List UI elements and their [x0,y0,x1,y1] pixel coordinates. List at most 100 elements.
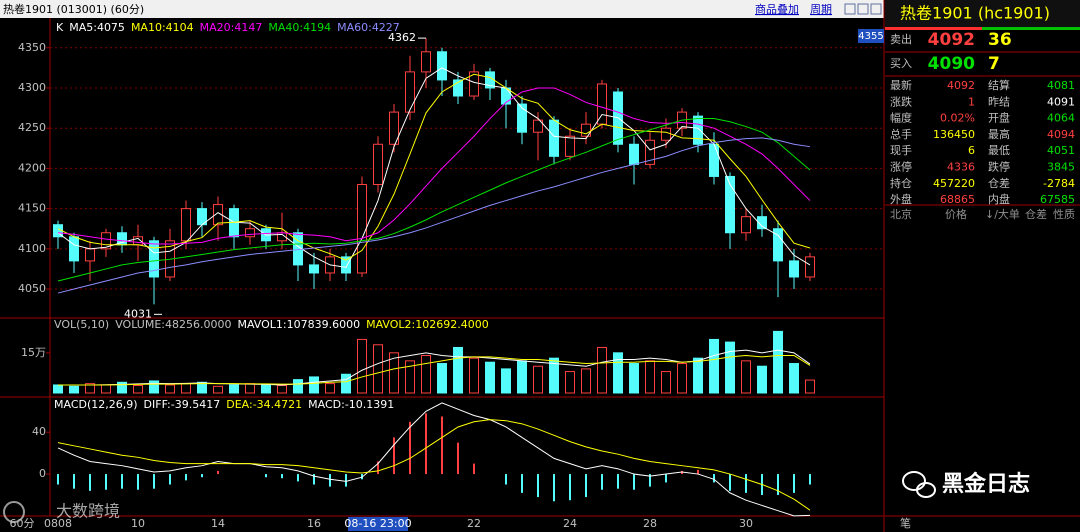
quote-price: 4092 [928,30,975,50]
y-tick-label: 4350 [18,41,46,54]
volume-bar [197,381,207,394]
legend-entry: MACD:-10.1391 [308,398,394,411]
candle-body [805,256,815,278]
wechat-icon [902,471,936,498]
volume-bar [565,371,575,394]
candle-body [661,127,671,141]
quote-label: 仓差 [988,176,1010,190]
button[interactable] [870,3,882,15]
volume-bar [117,381,127,394]
indicator-line [57,137,811,294]
volume-bar [581,368,591,394]
candle-body [533,119,543,133]
volume-bar [389,352,399,394]
legend-entry: VOLUME:48256.0000 [115,318,231,331]
candle-body [581,123,591,137]
quote-bar [982,27,1080,30]
indicator-line [57,87,811,245]
quote-value: 4336 [947,161,975,174]
volume-bar [677,363,687,394]
volume-bar [517,360,527,394]
y-tick-label: 4200 [18,161,46,174]
volume-bar [741,360,751,394]
candle-body [405,71,415,113]
candle-body [629,143,639,165]
legend-entry: MA40:4194 [268,21,331,34]
volume-bar [293,379,303,394]
volume-bar [357,338,367,394]
tick-header: 仓差 [1025,207,1047,221]
candle-body [693,115,703,145]
quote-value: 3845 [1047,161,1075,174]
candle-body [517,103,527,133]
tick-header: 性质 [1053,207,1075,221]
volume-bar [149,380,159,394]
volume-bar [469,357,479,394]
volume-bar [325,383,335,394]
y-tick-label: 40 [32,425,46,438]
y-tick-label: 15万 [21,346,46,359]
legend-entry: MA10:4104 [131,21,194,34]
watermark: 黑金日志 [942,471,1030,497]
candle-body [597,83,607,125]
quote-label: 买入 [890,57,912,70]
quote-value: 4064 [1047,112,1075,125]
x-tick-label: 28 [643,517,657,530]
x-tick-label: 0808 [44,517,72,530]
link[interactable]: 周期 [810,3,832,16]
quote-value: 4091 [1047,95,1075,108]
volume-bar [437,363,447,394]
quote-price: 4090 [928,54,975,74]
quote-value: 0.02% [940,112,975,125]
quote-label: 最高 [988,127,1010,141]
button[interactable] [857,3,869,15]
candle-body [725,175,735,234]
quote-title: 热卷1901 (hc1901) [900,4,1050,23]
quote-volume: 36 [988,30,1012,50]
candle-body [373,143,383,185]
volume-bar [101,384,111,394]
candle-body [549,119,559,157]
candle-body [389,111,399,145]
candle-body [357,183,367,274]
window-buttons [844,3,882,15]
quote-value: 6 [968,144,975,157]
window-title: 热卷1901 (013001) (60分) [3,2,144,16]
legend-entry: VOL(5,10) [54,318,109,331]
candle-body [645,139,655,165]
volume-bar [133,385,143,394]
volume-bar [725,341,735,394]
candle-body [309,264,319,274]
logo-icon [3,501,25,523]
quote-volume: 7 [988,54,1000,74]
volume-bar [789,363,799,394]
candle-body [741,216,751,234]
annotation: 4362 [388,31,416,44]
volume-bar [341,373,351,394]
quote-label: 内盘 [988,192,1010,206]
volume-bar [501,368,511,394]
button[interactable] [844,3,856,15]
quote-label: 现手 [890,143,912,157]
candle-body [469,71,479,97]
link[interactable]: 商品叠加 [755,2,799,16]
x-tick-label: 10 [131,517,145,530]
top-bar [0,0,884,18]
legend-entry: DIFF:-39.5417 [144,398,221,411]
volume-bar [549,357,559,394]
quote-label: 卖出 [890,32,912,46]
candle-body [341,256,351,274]
tick-header: ↓/大单 [985,207,1020,221]
candle-body [421,51,431,73]
quote-value: 4081 [1047,79,1075,92]
candle-body [149,240,159,278]
legend-entry: MACD(12,26,9) [54,398,138,411]
volume-bar [421,355,431,394]
cursor-label-bg [348,517,408,531]
volume-bar [773,330,783,394]
volume-bar [693,357,703,394]
candle-body [757,216,767,230]
volume-bar [645,360,655,394]
